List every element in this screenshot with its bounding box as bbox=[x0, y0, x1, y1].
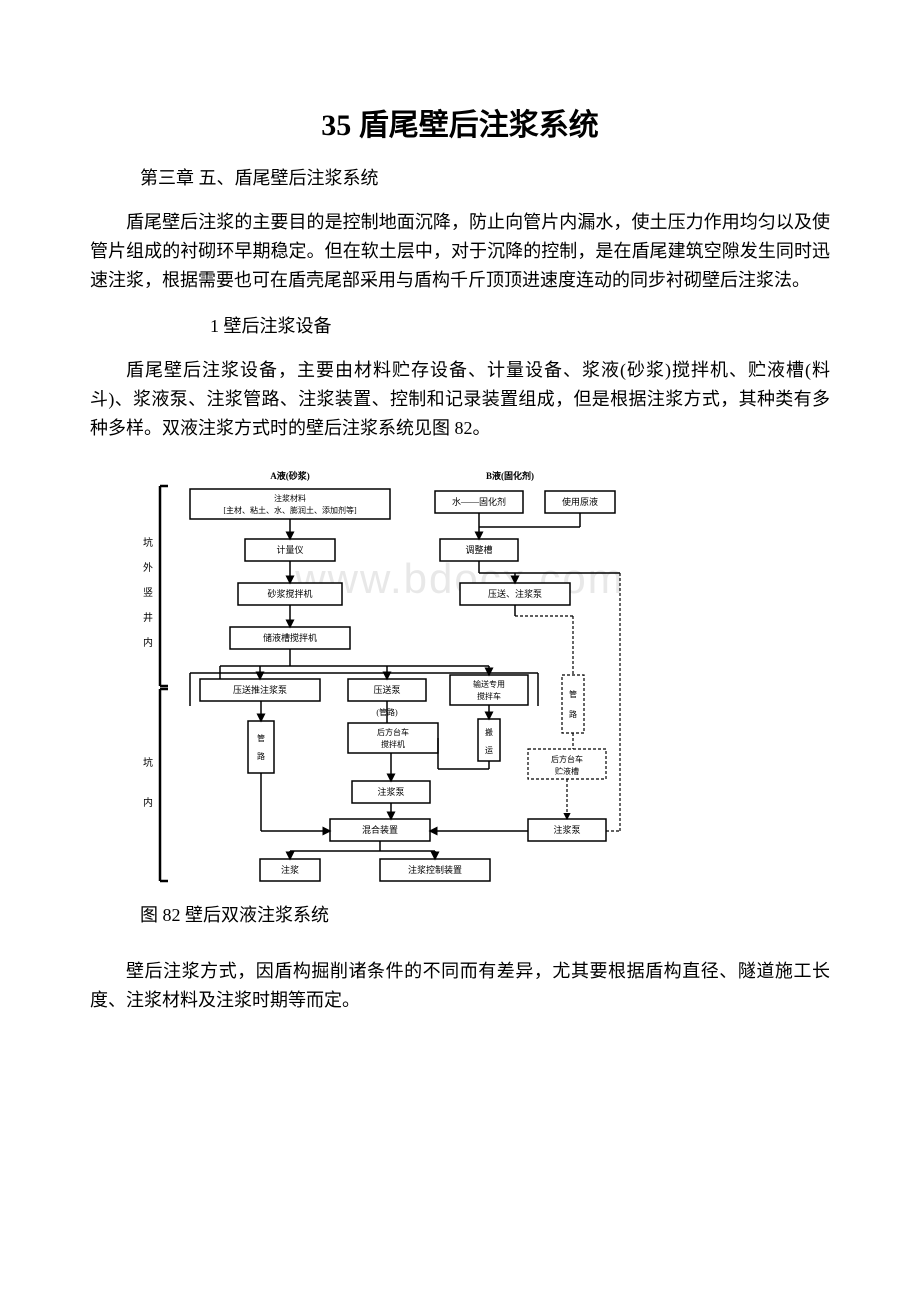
node-carmixer-2: 搅拌机 bbox=[381, 739, 405, 749]
node-mixdev: 混合装置 bbox=[362, 824, 398, 835]
node-mixtank: 调整槽 bbox=[465, 544, 492, 555]
node-pump5: 注浆泵 bbox=[553, 824, 580, 835]
node-control: 注浆控制装置 bbox=[408, 864, 462, 875]
node-truck-1: 输送专用 bbox=[473, 679, 505, 689]
node-meter: 计量仪 bbox=[276, 544, 303, 555]
node-stock: 使用原液 bbox=[562, 496, 598, 507]
side-label: 外 bbox=[143, 562, 153, 574]
node-materials-a-1: 注浆材料 bbox=[274, 493, 306, 503]
node-carmixer-1: 后方台车 bbox=[377, 727, 409, 737]
node-materials-a-2: [主材、粘土、水、膨润土、添加剂等] bbox=[223, 505, 357, 515]
side-label: 内 bbox=[143, 636, 153, 649]
flowchart-svg: 坑 外 竖 井 内 坑 内 A液(砂浆) B液(固化剂) 注浆材料 [主材、粘土… bbox=[130, 461, 650, 891]
node-inject: 注浆 bbox=[281, 864, 299, 875]
carry-1: 搬 bbox=[485, 727, 493, 737]
cartank-1: 后方台车 bbox=[551, 754, 583, 764]
cartank-2: 贮液槽 bbox=[555, 766, 579, 776]
node-pump1: 压送、注浆泵 bbox=[488, 588, 542, 599]
section-heading-1: 1 壁后注浆设备 bbox=[210, 312, 830, 338]
document-content: 35 盾尾壁后注浆系统 第三章 五、盾尾壁后注浆系统 盾尾壁后注浆的主要目的是控… bbox=[90, 100, 830, 1014]
chapter-subtitle: 第三章 五、盾尾壁后注浆系统 bbox=[140, 164, 830, 190]
document-title: 35 盾尾壁后注浆系统 bbox=[90, 100, 830, 144]
node-water: 水——固化剂 bbox=[452, 496, 506, 507]
side-label: 坑 bbox=[143, 756, 153, 769]
pipe-b-1: 管 bbox=[569, 689, 577, 699]
node-mixer2: 储液槽搅拌机 bbox=[263, 632, 317, 643]
node-pump3: 压送泵 bbox=[373, 684, 400, 695]
side-label: 竖 bbox=[143, 587, 153, 599]
side-label: 内 bbox=[143, 796, 153, 809]
header-b: B液(固化剂) bbox=[486, 470, 534, 481]
flowchart-diagram: 坑 外 竖 井 内 坑 内 A液(砂浆) B液(固化剂) 注浆材料 [主材、粘土… bbox=[130, 461, 830, 891]
node-pump4: 注浆泵 bbox=[377, 786, 404, 797]
header-a: A液(砂浆) bbox=[270, 470, 310, 481]
node-pump2: 压送推注浆泵 bbox=[233, 684, 287, 695]
node-truck-2: 搅拌车 bbox=[477, 691, 501, 701]
pipe-a-1: 管 bbox=[257, 733, 265, 743]
paragraph-intro: 盾尾壁后注浆的主要目的是控制地面沉降，防止向管片内漏水，使土压力作用均匀以及使管… bbox=[90, 208, 830, 294]
carry-2: 运 bbox=[485, 746, 493, 755]
paragraph-equipment: 盾尾壁后注浆设备，主要由材料贮存设备、计量设备、浆液(砂浆)搅拌机、贮液槽(料斗… bbox=[90, 356, 830, 442]
side-label: 井 bbox=[143, 611, 153, 624]
node-mixer1: 砂浆搅拌机 bbox=[267, 588, 312, 599]
paragraph-method: 壁后注浆方式，因盾构掘削诸条件的不同而有差异，尤其要根据盾构直径、隧道施工长度、… bbox=[90, 957, 830, 1015]
pipe-b-2: 路 bbox=[569, 709, 577, 719]
pipe-a-2: 路 bbox=[257, 751, 265, 761]
side-label: 坑 bbox=[143, 536, 153, 549]
figure-caption: 图 82 壁后双液注浆系统 bbox=[140, 901, 830, 927]
